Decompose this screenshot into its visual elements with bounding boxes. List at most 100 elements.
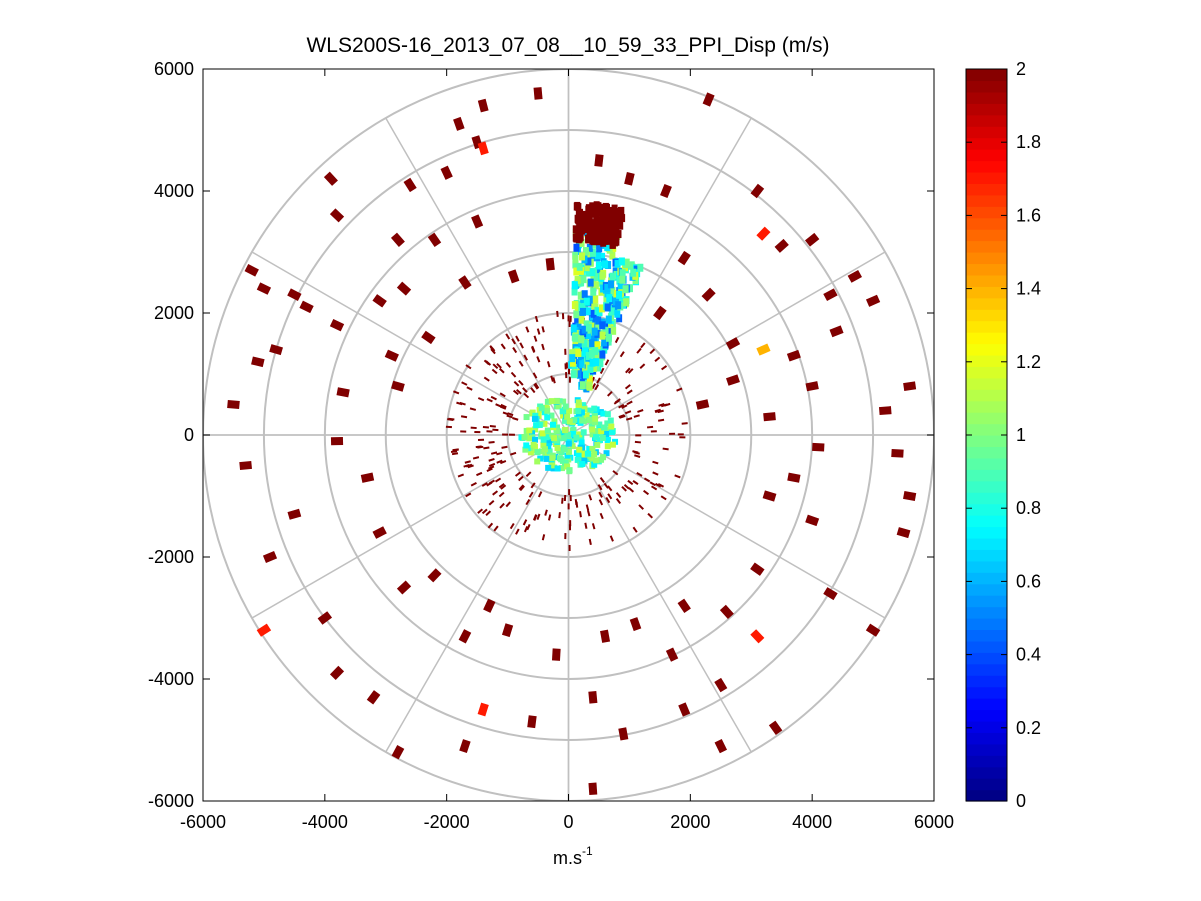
data-point (756, 226, 771, 241)
beam-cell (573, 267, 580, 276)
central-cell (575, 408, 582, 415)
colorbar-segment (966, 663, 1007, 676)
central-cell (543, 455, 550, 462)
colorbar-segment (966, 595, 1007, 608)
data-point (330, 436, 344, 446)
beam-cell (613, 226, 620, 235)
speckle-mark (588, 494, 593, 501)
data-point (677, 598, 691, 614)
beam-cell (630, 268, 637, 277)
speckle-mark (493, 525, 499, 532)
central-cell (530, 441, 537, 448)
central-cell (523, 414, 530, 421)
central-cell (525, 431, 532, 438)
beam-cell (616, 314, 623, 323)
beam-cell (570, 324, 577, 333)
speckle-mark (499, 502, 505, 509)
colorbar-segment (966, 469, 1007, 482)
central-cell (598, 428, 605, 435)
beam-cell (602, 202, 609, 211)
beam-cell (586, 230, 593, 239)
central-cell (526, 435, 533, 442)
speckle-mark (498, 367, 505, 374)
speckle-mark (537, 491, 543, 498)
central-cell (596, 424, 603, 431)
beam-cell (585, 234, 592, 243)
data-point (477, 702, 489, 717)
speckle-mark (619, 351, 625, 358)
speckle-mark (647, 512, 654, 519)
speckle-mark (564, 533, 567, 540)
data-point (787, 472, 801, 483)
x-tick-label: 4000 (792, 812, 832, 832)
beam-cell (592, 281, 599, 290)
data-point (458, 275, 472, 290)
speckle-mark (681, 422, 688, 425)
beam-cell (588, 224, 595, 233)
beam-cell (617, 282, 624, 291)
beam-cell (570, 370, 577, 379)
beam-cell (605, 333, 612, 342)
colorbar-segment (966, 640, 1007, 653)
speckle-mark (541, 534, 546, 541)
central-cell (589, 431, 596, 438)
speckle-mark (460, 430, 467, 433)
speckle-mark (588, 538, 592, 546)
speckle-mark (505, 362, 512, 368)
beam-cell (571, 281, 578, 290)
central-cell (566, 467, 573, 474)
data-point (878, 406, 892, 416)
data-point (865, 623, 881, 637)
central-cell (588, 454, 595, 461)
data-point (847, 269, 862, 283)
beam-cell (574, 201, 581, 210)
beam-cell (609, 272, 616, 281)
central-cell (565, 432, 572, 439)
beam-cell (607, 230, 614, 239)
beam-cell (587, 364, 594, 373)
speckle-mark (491, 368, 498, 375)
data-point (269, 344, 283, 356)
speckle-mark (568, 545, 571, 552)
speckle-mark (496, 362, 502, 369)
speckle-mark (500, 403, 507, 409)
beam-cell (590, 219, 597, 228)
central-cell (589, 445, 596, 452)
beam-cell (585, 331, 592, 340)
speckle-mark (676, 387, 683, 392)
speckle-mark (547, 514, 552, 521)
speckle-mark (604, 359, 610, 366)
speckle-mark (643, 477, 651, 483)
central-cell (548, 462, 555, 469)
speckle-mark (625, 367, 631, 374)
central-cell (538, 433, 545, 440)
data-point (336, 387, 350, 398)
beam-cell (586, 215, 593, 224)
beam-cell (609, 251, 616, 260)
beam-cell (577, 219, 584, 228)
speckle-mark (459, 401, 466, 406)
data-point (629, 617, 642, 632)
speckle-mark (655, 482, 662, 488)
beam-cell (599, 331, 606, 340)
data-point (725, 337, 741, 350)
data-point (763, 412, 776, 422)
speckle-mark (488, 500, 495, 506)
speckle-mark (568, 368, 571, 375)
central-cell (527, 449, 534, 456)
beam-cell (601, 260, 608, 269)
speckle-mark (485, 510, 492, 517)
speckle-mark (518, 379, 524, 386)
speckle-mark (558, 512, 561, 519)
central-cell (536, 421, 543, 428)
colorbar-segment (966, 217, 1007, 230)
beam-cell (582, 370, 589, 379)
speckle-mark (598, 491, 603, 498)
beam-cell (590, 202, 597, 211)
beam-cell (581, 221, 588, 230)
beam-cell (573, 243, 580, 252)
beam-cell (572, 255, 579, 264)
colorbar-segment (966, 675, 1007, 688)
beam-cell (590, 252, 597, 261)
